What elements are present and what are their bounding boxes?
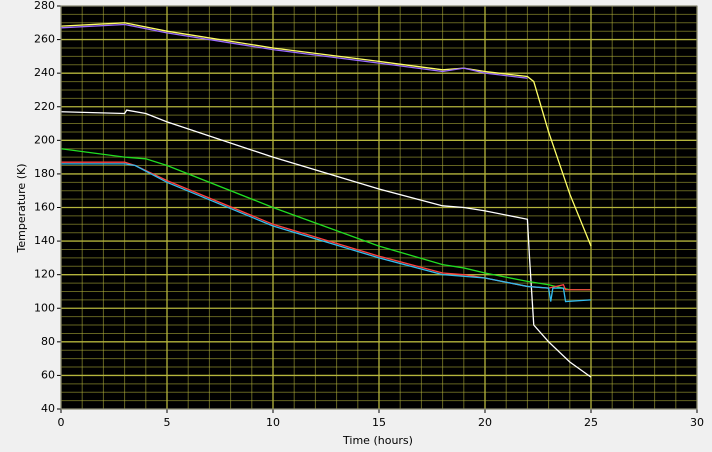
plot-border xyxy=(60,5,698,410)
series-line xyxy=(60,23,528,79)
y-tick-label: 100 xyxy=(34,301,55,314)
y-tick-label: 60 xyxy=(41,368,55,381)
y-tick-label: 200 xyxy=(34,133,55,146)
y-tick-label: 240 xyxy=(34,66,55,79)
y-tick-label: 80 xyxy=(41,335,55,348)
y-tick-label: 40 xyxy=(41,402,55,415)
y-tick-label: 120 xyxy=(34,268,55,281)
series-line xyxy=(61,163,592,303)
x-axis-label: Time (hours) xyxy=(342,434,413,447)
x-tick-label: 5 xyxy=(164,416,171,429)
y-tick-label: 160 xyxy=(34,201,55,214)
x-tick-label: 25 xyxy=(584,416,598,429)
series-line xyxy=(60,109,592,378)
x-tick-label: 0 xyxy=(58,416,65,429)
x-tick-label: 30 xyxy=(690,416,704,429)
y-tick-label: 220 xyxy=(34,100,55,113)
series-line xyxy=(60,148,591,291)
y-tick-label: 280 xyxy=(34,0,55,12)
y-tick-label: 140 xyxy=(34,234,55,247)
y-tick-label: 180 xyxy=(34,167,55,180)
x-tick-label: 20 xyxy=(478,416,492,429)
y-tick-label: 260 xyxy=(34,33,55,46)
y-axis-label: Temperature (K) xyxy=(15,164,28,254)
x-tick-label: 10 xyxy=(266,416,280,429)
x-tick-label: 15 xyxy=(372,416,386,429)
